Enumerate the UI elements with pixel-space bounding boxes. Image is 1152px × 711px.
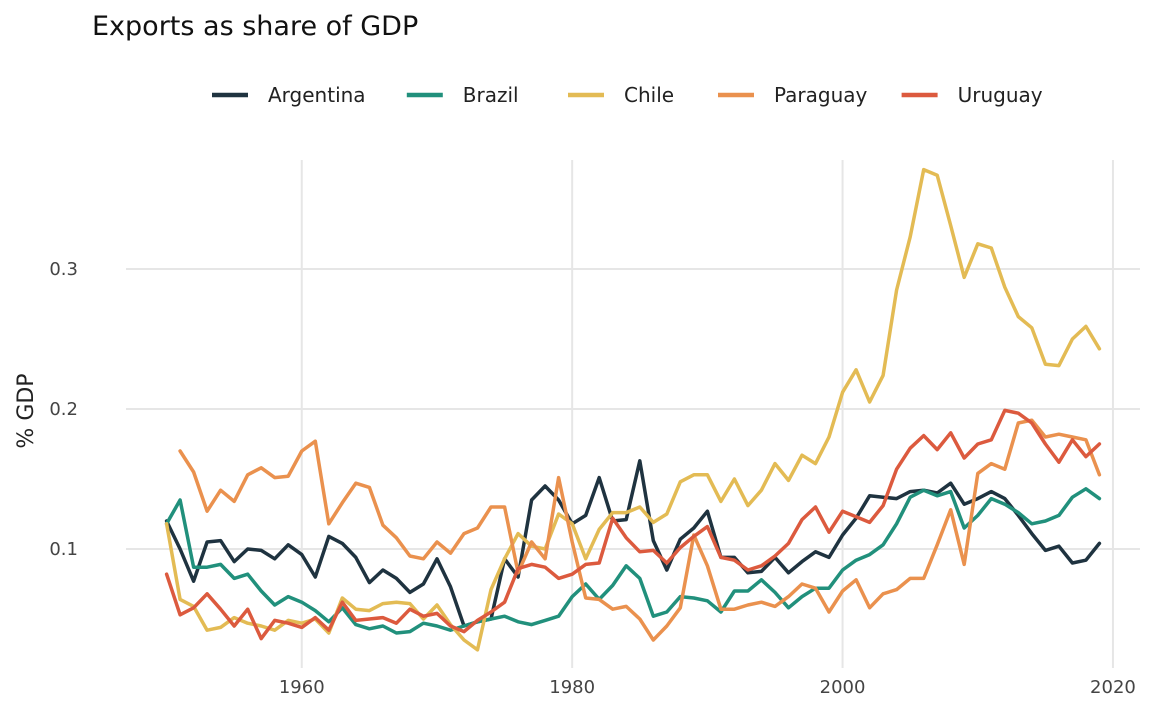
grid [126, 160, 1140, 668]
y-axis-title: % GDP [14, 373, 39, 448]
legend-label: Uruguay [958, 83, 1043, 107]
y-tick-label: 0.3 [49, 259, 78, 280]
series-line-paraguay [178, 418, 1102, 642]
legend-item-chile: Chile [568, 83, 674, 107]
series-line-brazil [164, 487, 1102, 635]
y-tick-label: 0.1 [49, 539, 78, 560]
series-line-argentina [164, 459, 1102, 628]
x-tick-label: 1980 [549, 677, 595, 698]
series-line-uruguay [164, 408, 1102, 641]
legend-label: Argentina [268, 83, 366, 107]
y-axis-ticks: 0.1 0.2 0.3 [49, 259, 78, 560]
legend-item-argentina: Argentina [212, 83, 366, 107]
legend-item-uruguay: Uruguay [901, 83, 1043, 107]
x-tick-label: 2000 [820, 677, 866, 698]
series-layer [164, 167, 1102, 652]
x-tick-label: 1960 [279, 677, 325, 698]
legend-label: Brazil [463, 83, 519, 107]
chart-title: Exports as share of GDP [92, 11, 418, 42]
legend-item-paraguay: Paraguay [718, 83, 868, 107]
x-axis-ticks: 1960 1980 2000 2020 [279, 677, 1136, 698]
legend: Argentina Brazil Chile Paraguay Uruguay [212, 83, 1043, 107]
y-tick-label: 0.2 [49, 399, 78, 420]
legend-label: Paraguay [774, 83, 868, 107]
x-tick-label: 2020 [1090, 677, 1136, 698]
legend-label: Chile [624, 83, 674, 107]
legend-item-brazil: Brazil [406, 83, 519, 107]
